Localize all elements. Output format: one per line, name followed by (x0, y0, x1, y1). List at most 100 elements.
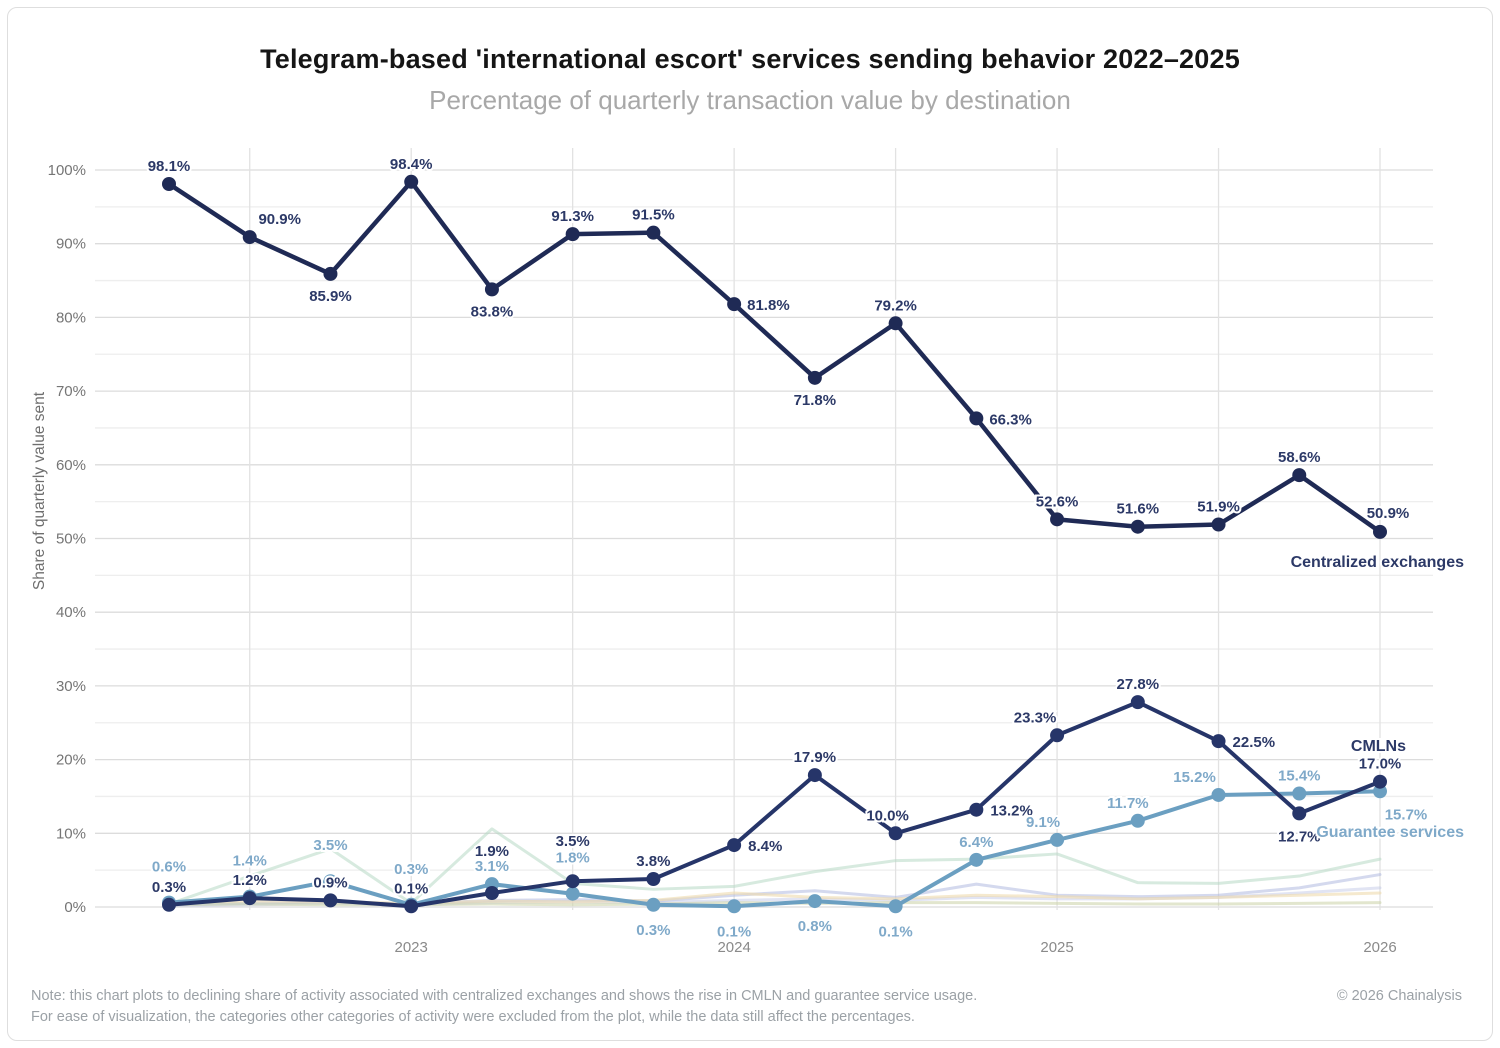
data-label-cmlns: 13.2% (990, 803, 1033, 820)
data-point-centralized-exchanges (1292, 468, 1307, 483)
data-label-guarantee-services: 3.1% (475, 858, 509, 875)
data-label-centralized-exchanges: 58.6% (1278, 449, 1321, 466)
y-axis-tick-label: 80% (56, 309, 86, 326)
chart-title: Telegram-based 'international escort' se… (260, 44, 1240, 74)
footnote: Note: this chart plots to declining shar… (31, 986, 977, 1028)
data-label-cmlns: 3.8% (636, 853, 670, 870)
data-label-cmlns: 10.0% (866, 807, 909, 824)
y-axis-tick-label: 90% (56, 236, 86, 253)
data-point-centralized-exchanges (162, 177, 176, 192)
data-label-centralized-exchanges: 51.6% (1117, 501, 1160, 518)
data-point-centralized-exchanges (484, 282, 499, 297)
data-label-centralized-exchanges: 91.5% (632, 207, 675, 224)
data-label-centralized-exchanges: 98.1% (148, 158, 191, 175)
y-axis-tick-label: 70% (56, 383, 86, 400)
data-point-guarantee-services (646, 897, 661, 912)
series-line-cmlns (167, 700, 1382, 909)
data-point-centralized-exchanges (404, 174, 419, 189)
data-point-cmlns (1211, 734, 1226, 749)
y-axis-tick-label: 30% (56, 678, 86, 695)
y-axis-tick-label: 0% (64, 899, 86, 916)
data-label-centralized-exchanges: 83.8% (471, 303, 514, 320)
data-label-guarantee-services: 1.4% (233, 853, 267, 870)
data-point-cmlns (323, 893, 338, 908)
copyright: © 2026 Chainalysis (1336, 988, 1462, 1004)
data-label-centralized-exchanges: 98.4% (390, 156, 433, 173)
data-point-cmlns (242, 891, 257, 906)
series-label-guarantee-services: Guarantee services (1316, 824, 1464, 841)
data-label-centralized-exchanges: 81.8% (747, 297, 790, 314)
y-axis-tick-label: 60% (56, 457, 86, 474)
data-label-guarantee-services: 0.8% (798, 918, 832, 935)
background-series-line-other-category-mint (167, 827, 1382, 906)
data-point-centralized-exchanges (1130, 519, 1145, 534)
data-label-guarantee-services: 3.5% (313, 837, 347, 854)
data-point-centralized-exchanges (242, 230, 257, 245)
data-point-guarantee-services (1292, 786, 1307, 801)
data-label-cmlns: 22.5% (1233, 734, 1276, 751)
data-point-cmlns (1130, 695, 1145, 710)
data-point-guarantee-services (1130, 813, 1145, 828)
y-axis-tick-label: 20% (56, 752, 86, 769)
data-label-cmlns: 8.4% (748, 838, 782, 855)
x-axis-year-label: 2025 (1040, 939, 1073, 956)
data-point-cmlns (1292, 806, 1307, 821)
data-label-centralized-exchanges: 79.2% (874, 297, 917, 314)
data-label-centralized-exchanges: 52.6% (1036, 493, 1079, 510)
data-label-guarantee-services: 15.7% (1385, 806, 1428, 823)
data-point-guarantee-services (323, 874, 338, 889)
data-point-cmlns (1373, 774, 1387, 789)
data-point-centralized-exchanges (323, 266, 338, 281)
data-point-guarantee-services (1373, 784, 1387, 799)
data-label-cmlns: 3.5% (556, 833, 590, 850)
data-point-guarantee-services (1050, 832, 1065, 847)
data-label-guarantee-services: 15.4% (1278, 768, 1321, 785)
data-label-cmlns: 1.2% (233, 872, 267, 889)
y-axis-tick-label: 40% (56, 604, 86, 621)
data-label-guarantee-services: 0.6% (152, 859, 186, 876)
data-label-cmlns: 27.8% (1117, 676, 1160, 693)
data-label-cmlns: 12.7% (1278, 828, 1321, 845)
data-label-centralized-exchanges: 90.9% (258, 211, 301, 228)
data-label-centralized-exchanges: 85.9% (309, 288, 352, 305)
x-axis-year-label: 2024 (717, 939, 750, 956)
data-point-cmlns (727, 838, 742, 853)
y-axis-tick-label: 10% (56, 825, 86, 842)
data-point-cmlns (1050, 728, 1065, 743)
data-label-cmlns: 23.3% (1014, 709, 1057, 726)
data-point-guarantee-services (807, 894, 822, 909)
data-point-guarantee-services (1211, 787, 1226, 802)
data-label-guarantee-services: 0.1% (717, 923, 751, 940)
data-point-centralized-exchanges (969, 411, 984, 426)
data-point-centralized-exchanges (727, 297, 742, 312)
series-line-centralized-exchanges (166, 179, 1383, 535)
data-label-cmlns: 1.9% (475, 843, 509, 860)
data-label-guarantee-services: 0.3% (636, 922, 670, 939)
x-axis-year-label: 2023 (395, 939, 428, 956)
series-label-cmlns: CMLNs (1351, 738, 1406, 755)
data-point-guarantee-services (727, 899, 742, 914)
data-point-guarantee-services (565, 886, 580, 901)
data-point-centralized-exchanges (1373, 524, 1387, 539)
series-label-centralized-exchanges: Centralized exchanges (1291, 554, 1465, 571)
data-label-cmlns: 0.1% (394, 880, 428, 897)
data-label-guarantee-services: 11.7% (1107, 795, 1149, 812)
y-axis-tick-label: 100% (48, 162, 86, 179)
data-point-centralized-exchanges (646, 225, 661, 240)
data-label-guarantee-services: 6.4% (959, 834, 993, 851)
data-label-centralized-exchanges: 50.9% (1367, 505, 1410, 522)
y-axis-title: Share of quarterly value sent (31, 391, 48, 590)
data-point-cmlns (807, 768, 822, 783)
data-point-guarantee-services (969, 852, 984, 867)
series-line-guarantee-services (167, 789, 1382, 909)
data-point-centralized-exchanges (1050, 512, 1065, 527)
data-label-cmlns: 0.9% (313, 874, 347, 891)
data-point-centralized-exchanges (1211, 517, 1226, 532)
data-label-guarantee-services: 15.2% (1173, 769, 1216, 786)
data-point-cmlns (969, 802, 984, 817)
chart-card (7, 7, 1493, 1041)
data-point-centralized-exchanges (565, 227, 580, 242)
data-point-centralized-exchanges (807, 370, 822, 385)
footnote-line-1: Note: this chart plots to declining shar… (31, 988, 978, 1004)
